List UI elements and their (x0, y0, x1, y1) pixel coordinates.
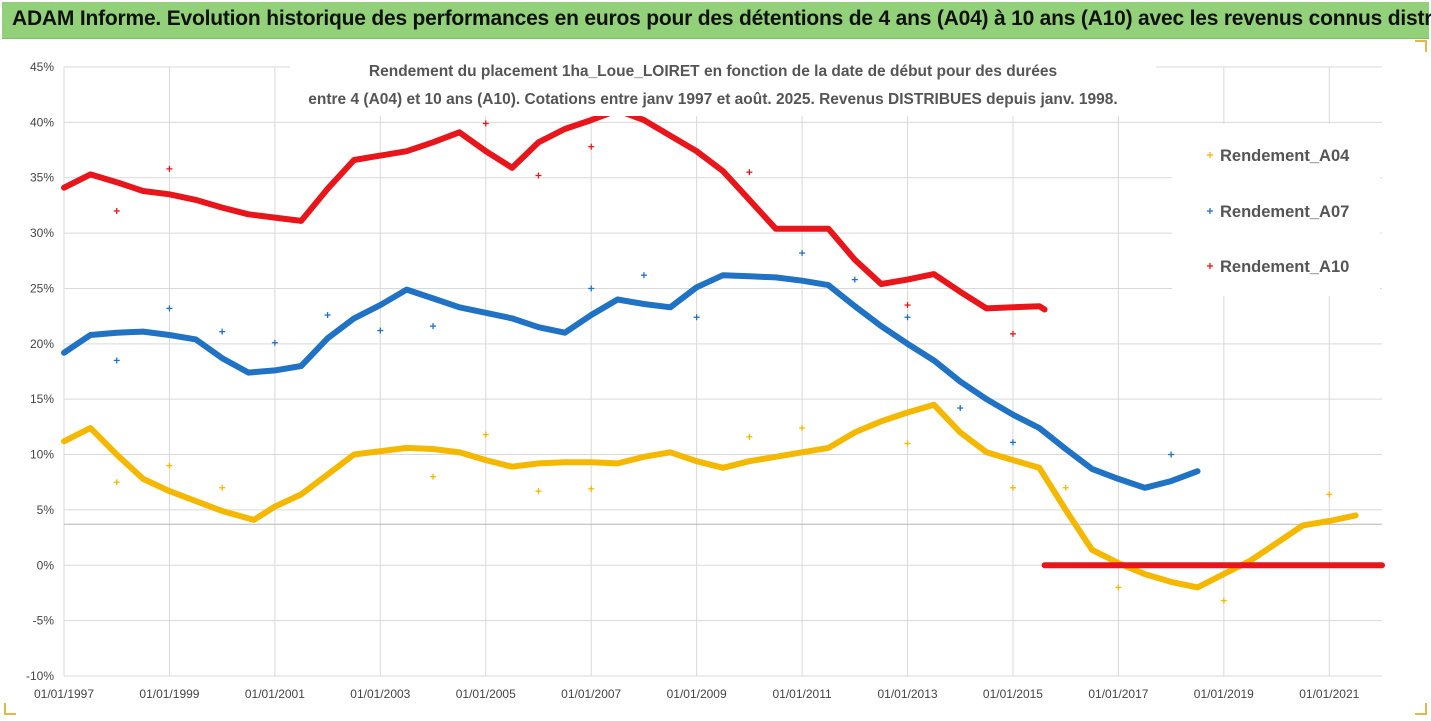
x-tick-label: 01/01/2003 (350, 687, 410, 701)
rendement-a04-point (113, 479, 120, 486)
rendement-a07-point (851, 276, 858, 283)
rendement-a07-point (799, 250, 806, 257)
rendement-a07-point (324, 312, 331, 319)
x-tick-label: 01/01/2017 (1088, 687, 1148, 701)
rendement-a07-point (271, 339, 278, 346)
rendement-a07-point (693, 314, 700, 321)
chart-grid (63, 66, 1382, 677)
rendement-a04-point (1062, 484, 1069, 491)
y-tick-label: 30% (30, 226, 54, 240)
rendement-a10-point (1009, 330, 1016, 337)
rendement-a04-point (746, 433, 753, 440)
rendement-a04-point (588, 485, 595, 492)
legend: Rendement_A04 Rendement_A07 Rendement_A10 (1172, 124, 1380, 296)
rendement-a10-point (588, 143, 595, 150)
rendement-a07-point (1168, 451, 1175, 458)
x-tick-label: 01/01/2015 (983, 687, 1043, 701)
x-tick-label: 01/01/2009 (667, 687, 727, 701)
y-tick-label: 20% (30, 337, 54, 351)
x-tick-label: 01/01/2011 (772, 687, 831, 701)
chart-series (61, 107, 1385, 604)
y-tick-label: 45% (30, 60, 54, 74)
rendement-a04-point (1326, 491, 1333, 498)
y-tick-label: 15% (30, 392, 54, 406)
y-tick-label: 0% (37, 558, 55, 572)
x-tick-label: 01/01/2007 (561, 687, 621, 701)
legend-marker-2 (1207, 208, 1213, 214)
y-tick-label: 25% (30, 281, 54, 295)
rendement-a07-trend (61, 272, 1201, 491)
x-tick-label: 01/01/2013 (877, 687, 937, 701)
subtitle-background (290, 54, 1156, 116)
rendement-a04-point (482, 431, 489, 438)
legend-background (1172, 124, 1380, 296)
header-banner: ADAM Informe. Evolution historique des p… (2, 2, 1431, 39)
legend-label-2: Rendement_A07 (1220, 203, 1349, 221)
rendement-a07-point (377, 327, 384, 334)
rendement-a07-point (113, 357, 120, 364)
rendement-a10-point (746, 169, 753, 176)
rendement-a10-point (535, 172, 542, 179)
y-tick-label: -10% (26, 669, 54, 683)
rendement-a04-point (1220, 597, 1227, 604)
rendement-a10-point (113, 207, 120, 214)
corner-mark-bottom-right (1415, 703, 1427, 715)
rendement-a04-point (904, 440, 911, 447)
legend-marker-1 (1207, 152, 1213, 158)
corner-mark-top-right (1415, 40, 1427, 52)
rendement-a04-point (219, 484, 226, 491)
rendement-a10-point (482, 120, 489, 127)
banner-title: ADAM Informe. Evolution historique des p… (12, 7, 1431, 30)
legend-label-3: Rendement_A10 (1220, 258, 1349, 276)
y-tick-label: 10% (30, 448, 54, 462)
rendement-a07-point (588, 285, 595, 292)
rendement-a04-point (166, 462, 173, 469)
chart-subtitle-line-2: entre 4 (A04) et 10 ans (A10). Cotations… (308, 91, 1117, 108)
x-tick-label: 01/01/2005 (456, 687, 516, 701)
rendement-a07-point (904, 314, 911, 321)
x-tick-label: 01/01/2021 (1299, 687, 1359, 701)
rendement-a07-point (640, 272, 647, 279)
rendement-a04-point (799, 424, 806, 431)
y-tick-label: 5% (37, 503, 55, 517)
rendement-a04-point (1115, 584, 1122, 591)
y-tick-label: -5% (33, 614, 55, 628)
chart-subtitle-line-1: Rendement du placement 1ha_Loue_LOIRET e… (369, 63, 1057, 80)
x-tick-label: 01/01/1999 (139, 687, 199, 701)
rendement-a04-point (1009, 484, 1016, 491)
legend-label-1: Rendement_A04 (1220, 147, 1350, 165)
x-tick-label: 01/01/2019 (1194, 687, 1254, 701)
x-tick-label: 01/01/2001 (245, 687, 305, 701)
rendement-a04-trend (61, 401, 1359, 591)
rendement-a10-trend (61, 107, 1048, 313)
legend-marker-3 (1207, 263, 1213, 269)
rendement-a07-point (957, 405, 964, 412)
rendement-a07-point (1009, 439, 1016, 446)
axis-labels: -10% -5% 0% 5% 10% 15% 20% 25% 30% 35% 40% 45% 01/01… (26, 60, 1360, 701)
x-tick-label: 01/01/1997 (34, 687, 94, 701)
rendement-a04-point (430, 473, 437, 480)
rendement-a10-point (904, 302, 911, 309)
rendement-a04-point (535, 488, 542, 495)
rendement-a10-point (166, 165, 173, 172)
rendement-a07-point (166, 305, 173, 312)
corner-mark-bottom-left (4, 703, 16, 715)
rendement-a07-point (219, 328, 226, 335)
y-tick-label: 35% (30, 171, 54, 185)
y-tick-label: 40% (30, 115, 54, 129)
rendement-a07-point (430, 323, 437, 330)
